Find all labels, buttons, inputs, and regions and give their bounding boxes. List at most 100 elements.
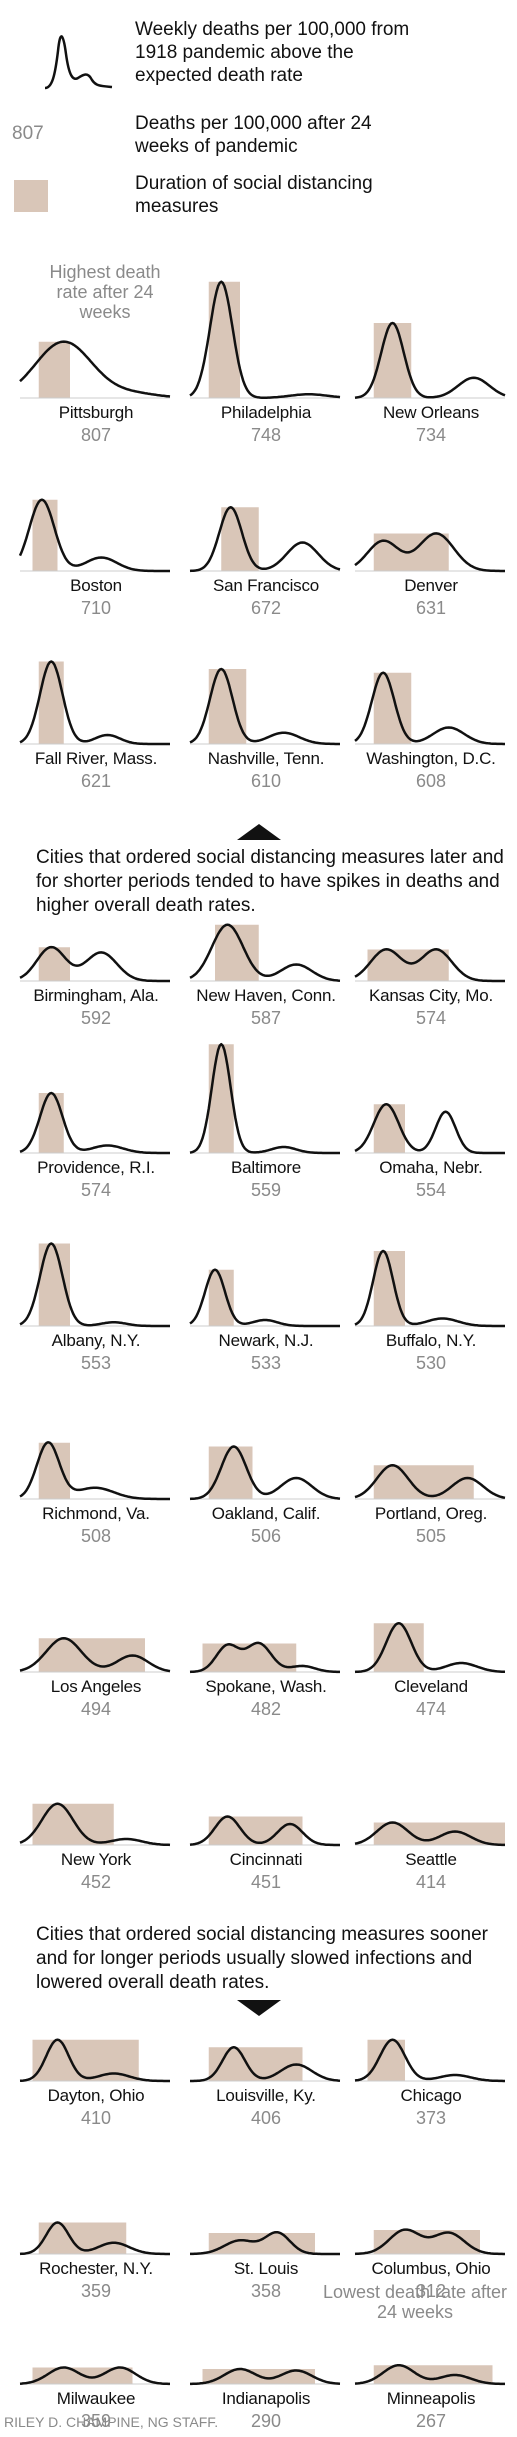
death-curve — [189, 1641, 340, 1674]
city-rate: 574 — [415, 1008, 447, 1028]
city-name: Fall River, Mass. — [34, 749, 158, 768]
city-rate: 608 — [415, 771, 447, 791]
death-curve — [190, 2045, 341, 2083]
city-rate: 631 — [415, 598, 447, 618]
city-name: Rochester, N.Y. — [39, 2259, 153, 2278]
city-rate: 748 — [250, 425, 282, 445]
city-chart: Omaha, Nebr. 554 — [345, 1015, 517, 1200]
city-plot — [19, 1242, 170, 1328]
city-plot — [189, 923, 341, 982]
death-curve — [19, 1802, 171, 1847]
city-plot — [354, 1821, 505, 1847]
death-curve — [19, 1242, 170, 1328]
city-plot — [189, 1815, 340, 1847]
city-chart: Los Angeles 494 — [10, 1534, 182, 1719]
city-plot — [189, 1641, 340, 1674]
city-rate: 533 — [250, 1353, 282, 1373]
death-curve — [19, 945, 170, 983]
city-name: Washington, D.C. — [366, 749, 496, 768]
city-chart: Chicago 373 — [345, 1943, 517, 2128]
city-chart: Seattle 414 — [345, 1707, 517, 1892]
city-name: Indianapolis — [221, 2389, 311, 2408]
city-name: Birmingham, Ala. — [33, 986, 159, 1005]
city-rate: 410 — [80, 2108, 112, 2128]
legend: Weekly deaths per 100,000 from 1918 pand… — [0, 0, 517, 230]
city-plot — [354, 2038, 505, 2083]
city-name: St. Louis — [233, 2259, 299, 2278]
death-curve — [19, 2366, 170, 2386]
city-name: Los Angeles — [50, 1677, 142, 1696]
city-chart: Nashville, Tenn. 610 — [180, 606, 352, 791]
city-name: Minneapolis — [386, 2389, 476, 2408]
city-rate: 672 — [250, 598, 282, 618]
city-name: San Francisco — [212, 576, 320, 595]
city-rate: 267 — [415, 2411, 447, 2431]
city-plot — [19, 945, 170, 983]
city-chart: Cleveland 474 — [345, 1534, 517, 1719]
city-name: Columbus, Ohio — [371, 2259, 491, 2278]
city-plot — [189, 1445, 341, 1501]
city-chart: Philadelphia 748 — [180, 260, 352, 445]
city-chart: Albany, N.Y. 553 — [10, 1188, 182, 1373]
city-rate: 406 — [250, 2108, 282, 2128]
city-rate: 414 — [415, 1872, 447, 1892]
city-rate: 474 — [415, 1699, 447, 1719]
city-name: Baltimore — [230, 1158, 301, 1177]
city-rate: 710 — [80, 598, 112, 618]
arrow-up-icon — [237, 824, 281, 840]
city-chart: New York 452 — [10, 1707, 182, 1892]
city-name: Spokane, Wash. — [205, 1677, 327, 1696]
city-chart: Milwaukee 359 — [10, 2246, 182, 2431]
city-chart: St. Louis 358 — [180, 2116, 352, 2301]
city-chart: Buffalo, N.Y. 530 — [345, 1188, 517, 1373]
death-curve — [190, 2230, 340, 2256]
city-plot — [19, 2038, 170, 2083]
city-chart: Rochester, N.Y. 359 — [10, 2116, 182, 2301]
city-rate: 358 — [250, 2281, 282, 2301]
distancing-box — [38, 661, 64, 744]
city-name: New Haven, Conn. — [196, 986, 336, 1005]
death-curve — [354, 321, 506, 399]
city-plot — [190, 2367, 341, 2386]
city-name: Albany, N.Y. — [51, 1331, 141, 1350]
city-name: Omaha, Nebr. — [379, 1158, 483, 1177]
city-chart: Fall River, Mass. 621 — [10, 606, 182, 791]
city-rate: 451 — [250, 1872, 282, 1892]
city-name: Louisville, Ky. — [216, 2086, 316, 2105]
city-plot — [354, 1102, 505, 1155]
highest-note: Highest death rate after 24 weeks — [49, 262, 161, 322]
city-plot — [19, 1091, 170, 1155]
city-name: New York — [60, 1850, 132, 1869]
city-rate: 494 — [80, 1699, 112, 1719]
city-name: Kansas City, Mo. — [368, 986, 494, 1005]
city-plot — [18, 498, 170, 573]
city-name: Providence, R.I. — [37, 1158, 155, 1177]
death-curve — [354, 948, 505, 983]
city-chart: Portland, Oreg. 505 — [345, 1361, 517, 1546]
city-rate: 452 — [80, 1872, 112, 1892]
death-curve — [19, 2038, 170, 2083]
city-rate: 553 — [80, 1353, 112, 1373]
legend-number-sample: 807 — [12, 123, 44, 144]
city-name: New Orleans — [382, 403, 480, 422]
city-plot — [354, 1249, 505, 1328]
city-name: Portland, Oreg. — [374, 1504, 488, 1523]
city-chart: Denver 631 — [345, 433, 517, 618]
city-rate: 359 — [80, 2281, 112, 2301]
city-rate: 587 — [250, 1008, 282, 1028]
city-name: Cleveland — [394, 1677, 468, 1696]
city-chart: Minneapolis 267 — [345, 2246, 517, 2431]
death-curve — [354, 1463, 506, 1500]
death-curve — [354, 671, 505, 746]
city-plot — [354, 671, 505, 746]
distancing-box — [208, 1816, 303, 1845]
death-curve — [354, 2228, 505, 2256]
city-plot — [19, 2366, 170, 2386]
city-rate: 482 — [250, 1699, 282, 1719]
note-later: Cities that ordered social distancing me… — [36, 847, 504, 916]
city-rate: 312 — [415, 2281, 447, 2301]
legend-curve-icon — [44, 35, 113, 90]
distancing-box — [32, 499, 58, 571]
city-name: Dayton, Ohio — [47, 2086, 145, 2105]
distancing-box — [373, 1623, 424, 1672]
